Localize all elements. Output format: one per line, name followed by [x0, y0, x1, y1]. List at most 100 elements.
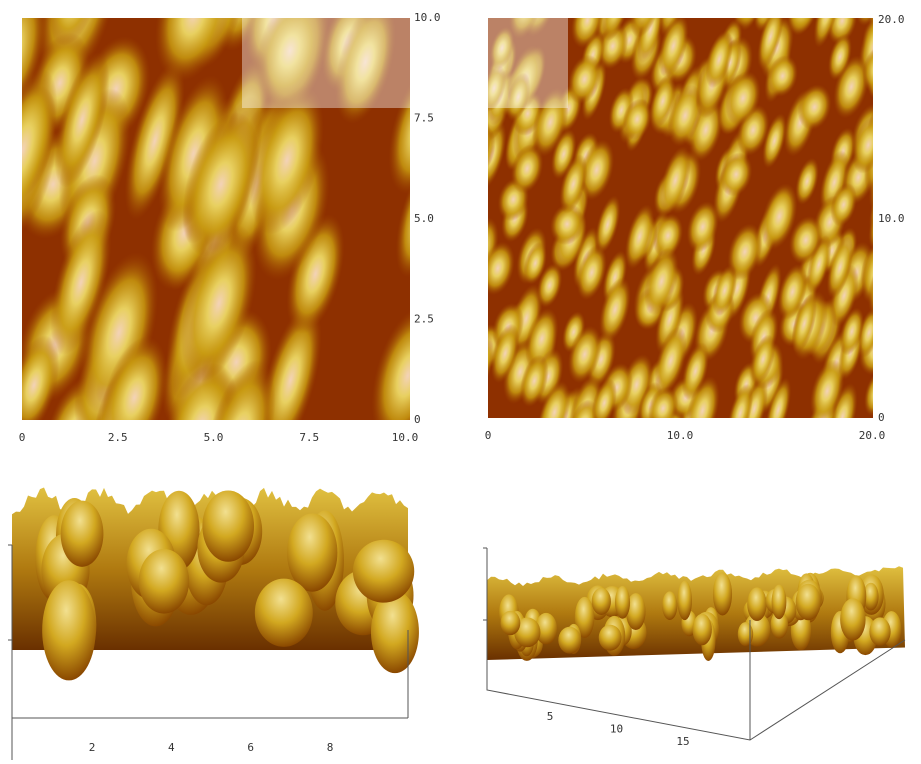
axis-box [483, 547, 906, 741]
peak [42, 580, 96, 681]
grain [550, 203, 585, 246]
tick-label: 8 [327, 741, 334, 754]
grain [658, 18, 687, 37]
surface-3d [487, 566, 905, 662]
grain [810, 359, 845, 418]
grain [750, 334, 776, 385]
peak [558, 626, 582, 654]
grain [767, 55, 798, 97]
grain [795, 157, 819, 205]
tick-label: 20.0 [878, 13, 905, 26]
grain [786, 18, 820, 34]
grain [791, 294, 817, 354]
grain [826, 236, 854, 299]
grain [452, 191, 488, 238]
grain [629, 18, 662, 38]
axis-box [8, 544, 409, 760]
grain [371, 306, 410, 420]
grain [591, 378, 617, 418]
grain [54, 52, 110, 188]
grain [789, 215, 823, 265]
grain [180, 224, 257, 382]
peak [500, 610, 521, 636]
tick-label: 0 [878, 411, 885, 424]
grain [488, 241, 515, 296]
tick-label: 6 [247, 741, 254, 754]
grain [705, 30, 733, 89]
grain [158, 75, 229, 232]
grain [595, 195, 621, 254]
grain [101, 336, 168, 420]
grain [489, 26, 515, 70]
grain [506, 72, 531, 122]
grain [839, 307, 865, 356]
grain [719, 152, 753, 197]
grain [523, 241, 547, 285]
grain [624, 204, 655, 270]
grain [256, 18, 324, 105]
grain [22, 335, 60, 420]
peak [514, 617, 541, 648]
tick-label: 2.5 [414, 313, 434, 326]
tick-label: 0 [485, 429, 492, 442]
grain [826, 18, 858, 45]
grain [567, 325, 602, 384]
grain [813, 18, 841, 48]
grain [667, 84, 703, 147]
peak [677, 580, 692, 621]
peak [770, 610, 789, 639]
grain [388, 64, 410, 194]
grain [777, 263, 808, 320]
grain [740, 377, 768, 418]
tick-label: 7.5 [414, 112, 434, 125]
peak [712, 572, 733, 616]
peak [598, 624, 622, 651]
grain [510, 144, 544, 194]
grain [488, 224, 489, 284]
grain [395, 155, 410, 278]
grain [827, 382, 858, 418]
grain [559, 154, 588, 214]
tick-label: 5.0 [204, 431, 224, 444]
grain [182, 111, 260, 257]
grain [50, 209, 112, 356]
grain [727, 223, 763, 281]
grain [761, 183, 798, 250]
grain [204, 359, 276, 420]
grain [520, 354, 549, 407]
tick-label: 10.0 [878, 212, 905, 225]
peak [863, 582, 879, 611]
grain [49, 18, 100, 46]
grain [622, 98, 652, 140]
grain [570, 399, 599, 418]
grain [567, 54, 601, 105]
grain [532, 87, 569, 157]
tick-label: 0 [19, 431, 26, 444]
grain [797, 84, 832, 130]
grain [765, 377, 792, 418]
grain [685, 376, 720, 418]
grain [335, 18, 396, 124]
tick-label: 5 [547, 710, 554, 723]
afm-texture [452, 18, 873, 418]
tick-label: 4 [168, 741, 175, 754]
grain [490, 323, 520, 384]
peak [591, 587, 611, 615]
peak [625, 593, 646, 631]
grain [601, 18, 631, 41]
grain [659, 146, 691, 215]
grain [576, 244, 607, 301]
tick-label: 10.0 [414, 11, 441, 24]
afm-texture [22, 18, 410, 420]
peak [662, 591, 678, 621]
grain [599, 277, 631, 342]
grain [155, 18, 233, 82]
grain [259, 304, 322, 420]
grain [488, 65, 507, 112]
grain [22, 68, 58, 231]
grain [654, 326, 687, 395]
grain [864, 370, 873, 417]
grain [652, 213, 684, 258]
peak [202, 490, 255, 562]
peak [840, 598, 866, 641]
